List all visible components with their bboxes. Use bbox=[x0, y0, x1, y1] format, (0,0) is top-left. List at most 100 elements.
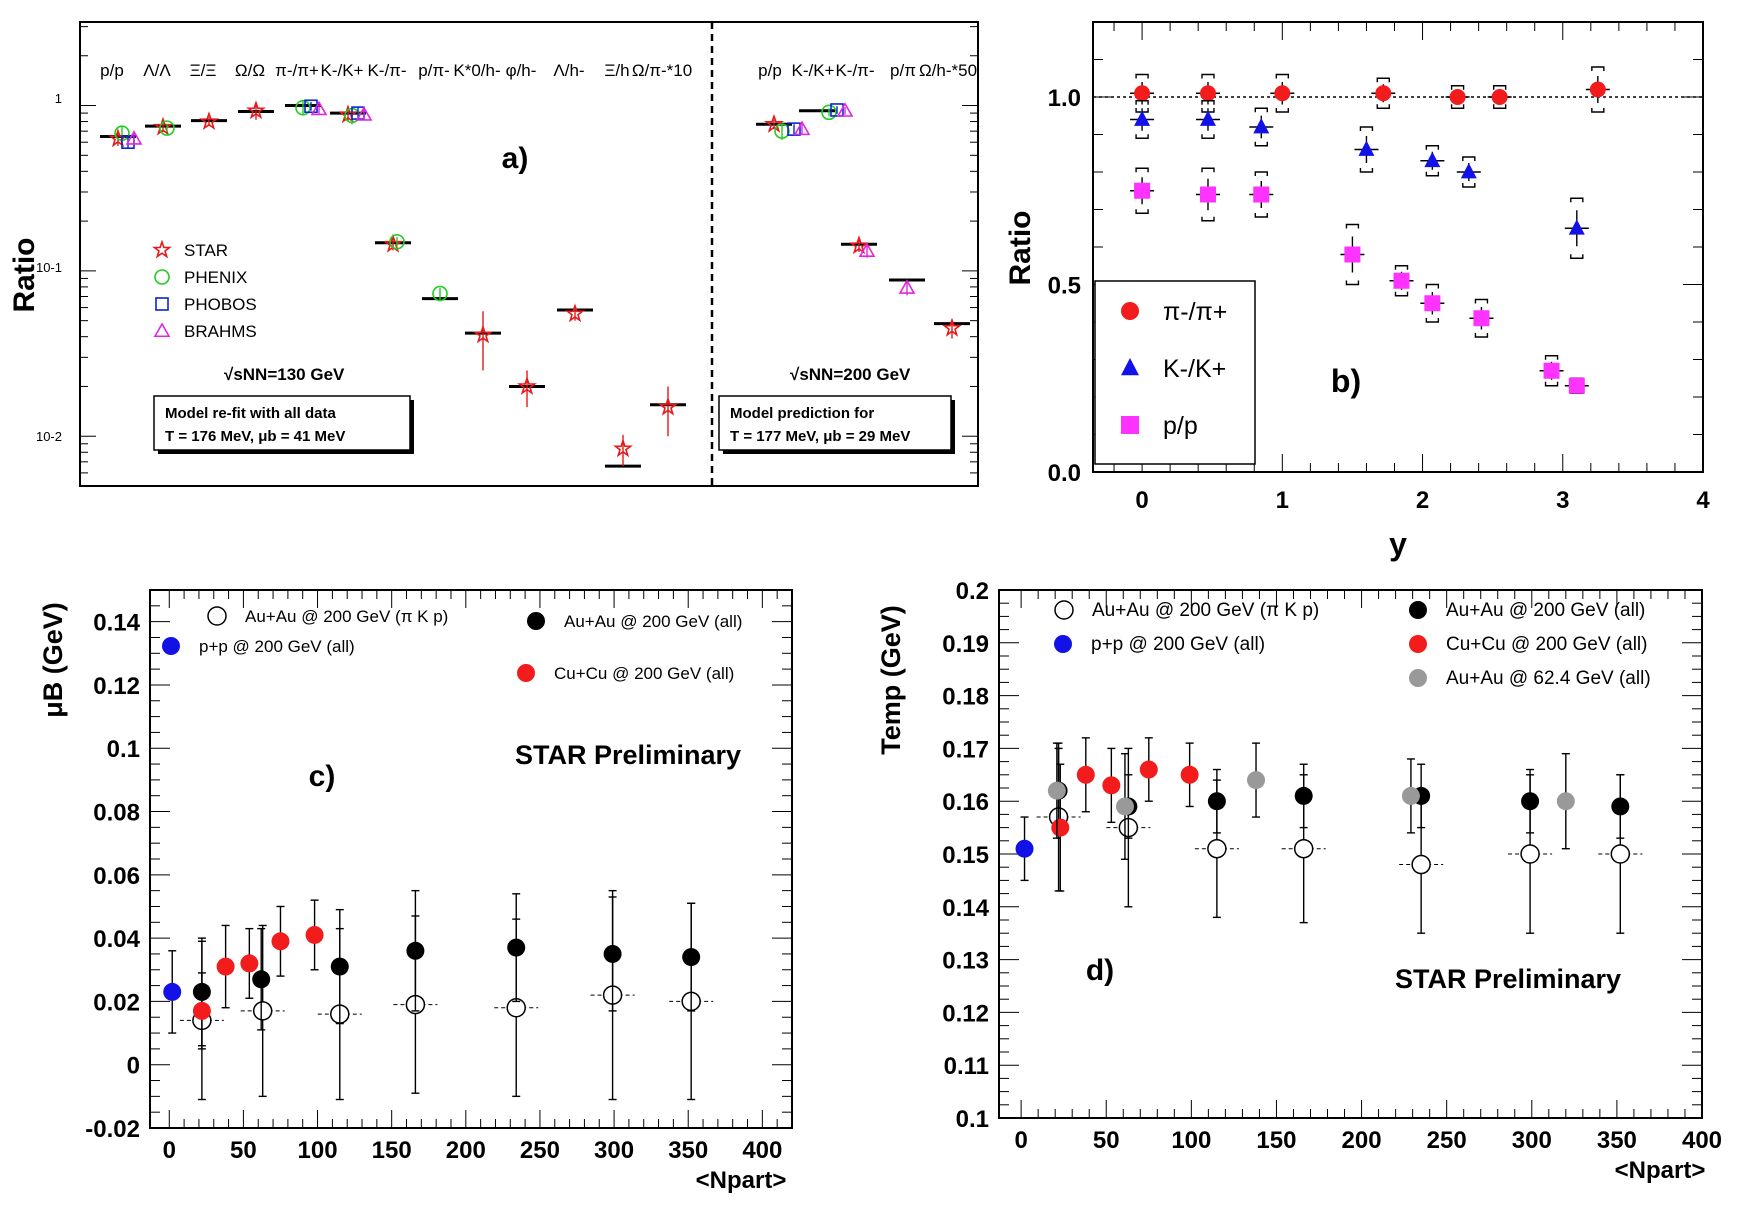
pd-legend-label-2: Au+Au @ 200 GeV (all) bbox=[1446, 600, 1645, 621]
pd-xtick-label-8: 400 bbox=[1682, 1127, 1722, 1154]
panel-d-ylabel: Temp (GeV) bbox=[876, 605, 906, 755]
panel-b-legend-marker-1 bbox=[1121, 358, 1139, 376]
pd-ytick-label-2: 0.12 bbox=[942, 1000, 989, 1027]
panel-a-point-3-6 bbox=[898, 279, 916, 294]
pc-point-3-1 bbox=[216, 957, 235, 976]
panel-b-point-1-4 bbox=[1424, 151, 1441, 168]
panel-b-syst-bottom-1-1 bbox=[1201, 134, 1215, 139]
panel-a-point-3-3 bbox=[793, 120, 811, 136]
panel-a-point-3-1 bbox=[310, 100, 328, 116]
panel-b-point-2-0 bbox=[1134, 182, 1151, 199]
pc-point-2-2 bbox=[330, 957, 349, 976]
pc-legend-marker-1 bbox=[162, 637, 180, 655]
panel-b-point-0-5 bbox=[1491, 89, 1508, 105]
pc-legend-marker-0 bbox=[207, 606, 227, 626]
panel-b-syst-bottom-2-2 bbox=[1254, 213, 1268, 218]
pd-point-4-0 bbox=[1047, 781, 1066, 800]
pc-ytick-label-6: 0.1 bbox=[107, 736, 140, 763]
panel-a-marks bbox=[80, 26, 978, 487]
panel-a-ytick-1: 1 bbox=[55, 91, 62, 106]
panel-b-syst-bottom-0-2 bbox=[1275, 108, 1290, 113]
panel-a-point-2-4 bbox=[830, 103, 844, 117]
pd-point-4-4 bbox=[1556, 792, 1575, 811]
pc-legend-label-3: Cu+Cu @ 200 GeV (all) bbox=[554, 664, 734, 683]
panel-a-point-1-1 bbox=[159, 120, 175, 136]
panel-a-frame bbox=[79, 21, 979, 487]
pd-point-0-5 bbox=[1520, 844, 1540, 864]
panel-b-syst-bottom-1-0 bbox=[1135, 134, 1149, 139]
panel-b-xtick-label-1: 1 bbox=[1276, 487, 1289, 514]
panel-a-label-130-12: Ω/π-*10 bbox=[632, 61, 692, 80]
panel-b-point-2-1 bbox=[1199, 186, 1216, 203]
panel-b-ytick-label-1: 0.5 bbox=[1048, 273, 1081, 300]
panel-b-syst-bottom-2-4 bbox=[1394, 291, 1409, 297]
panel-d: Temp (GeV) <Npart> d) STAR Preliminary 0… bbox=[876, 578, 1722, 1184]
panel-c: μB (GeV) <Npart> c) STAR Preliminary 0 50… bbox=[38, 589, 793, 1194]
pd-legend-marker-3 bbox=[1409, 635, 1427, 653]
panel-a-point-0-1 bbox=[153, 116, 173, 136]
pd-xtick-label-3: 150 bbox=[1256, 1127, 1296, 1154]
pd-legend-marker-0 bbox=[1054, 600, 1074, 620]
panel-b-point-0-4 bbox=[1449, 89, 1466, 105]
panel-d-watermark: STAR Preliminary bbox=[1395, 964, 1621, 994]
pd-legend-marker-4 bbox=[1409, 669, 1427, 687]
panel-a-label-130-5: K-/K+ bbox=[321, 61, 364, 80]
pc-point-1-0 bbox=[163, 982, 182, 1001]
panel-a-point-3-5 bbox=[858, 242, 876, 257]
panel-a-label-130-4: π-/π+ bbox=[275, 61, 319, 80]
pd-xtick-label-1: 50 bbox=[1093, 1127, 1120, 1154]
panel-b-syst-bottom-2-7 bbox=[1544, 381, 1559, 387]
panel-b-syst-top-0-2 bbox=[1275, 73, 1290, 79]
pd-point-4-3 bbox=[1401, 786, 1420, 805]
panel-b-syst-top-2-6 bbox=[1474, 298, 1489, 304]
panel-a-point-1-4 bbox=[389, 233, 405, 250]
panel-b-syst-top-0-3 bbox=[1376, 77, 1390, 83]
pd-xtick-label-6: 300 bbox=[1512, 1127, 1552, 1154]
panel-b-syst-bottom-1-5 bbox=[1462, 183, 1476, 188]
panel-a-label-130-6: K-/π- bbox=[367, 61, 406, 80]
panel-b-point-0-1 bbox=[1199, 85, 1216, 102]
pc-xtick-label-7: 350 bbox=[668, 1137, 708, 1164]
panel-b-syst-top-0-5 bbox=[1492, 85, 1507, 90]
panel-a-labels: p/p Λ/Λ Ξ/Ξ Ω/Ω π-/π+ K-/K+ K-/π-p/π- K*0/h-φ/h… bbox=[100, 61, 977, 80]
panel-b-point-1-3 bbox=[1358, 140, 1375, 156]
panel-b-syst-top-0-0 bbox=[1135, 73, 1149, 79]
pd-ytick-label-4: 0.14 bbox=[942, 895, 989, 922]
pc-ytick-label-0: -0.02 bbox=[85, 1116, 140, 1143]
panel-a-point-0-13 bbox=[942, 317, 962, 337]
panel-a-point-0-4 bbox=[338, 104, 358, 124]
panel-d-legend: Au+Au @ 200 GeV (π K p) p+p @ 200 GeV (al… bbox=[1054, 600, 1651, 689]
panel-a-label-130-10: Λ/h- bbox=[553, 61, 584, 80]
panel-b-syst-top-1-2 bbox=[1254, 107, 1268, 113]
panel-b-point-2-8 bbox=[1568, 377, 1585, 394]
pc-xtick-label-6: 300 bbox=[594, 1137, 634, 1164]
panel-b-point-2-5 bbox=[1424, 295, 1441, 312]
panel-b-xtick-label-2: 2 bbox=[1416, 487, 1429, 514]
panel-a-label-130-2: Ξ/Ξ bbox=[190, 61, 217, 80]
panel-b-title: b) bbox=[1331, 363, 1361, 399]
pd-legend-label-0: Au+Au @ 200 GeV (π K p) bbox=[1092, 600, 1319, 621]
panel-a-box-130 bbox=[153, 395, 411, 451]
panel-d-marks bbox=[1015, 737, 1643, 934]
panel-a-box-130-line1: Model re-fit with all data bbox=[165, 405, 337, 422]
pc-legend-label-2: Au+Au @ 200 GeV (all) bbox=[564, 612, 742, 631]
panel-a-label-130-0: p/p bbox=[100, 61, 124, 80]
panel-c-legend: Au+Au @ 200 GeV (π K p) p+p @ 200 GeV (al… bbox=[162, 606, 742, 683]
panel-b-syst-top-1-6 bbox=[1570, 197, 1584, 203]
panel-b-point-0-3 bbox=[1375, 85, 1392, 102]
panel-a-point-1-7 bbox=[821, 104, 837, 121]
pc-xtick-label-0: 0 bbox=[163, 1137, 176, 1164]
panel-a-point-0-11 bbox=[764, 113, 784, 133]
pd-point-0-6 bbox=[1610, 844, 1631, 864]
pd-point-2-6 bbox=[1611, 797, 1630, 816]
panel-b-ytick-label-0: 0.0 bbox=[1048, 460, 1081, 487]
pd-ytick-label-6: 0.16 bbox=[942, 789, 989, 816]
pd-ytick-label-1: 0.11 bbox=[944, 1053, 989, 1080]
panel-b-point-0-0 bbox=[1134, 85, 1151, 102]
pc-legend-label-0: Au+Au @ 200 GeV (π K p) bbox=[245, 607, 448, 626]
pd-ytick-label-0: 0.1 bbox=[956, 1106, 989, 1133]
panel-c-title: c) bbox=[309, 760, 336, 793]
panel-b-xtick-label-3: 3 bbox=[1556, 487, 1569, 514]
panel-a-point-0-8 bbox=[565, 303, 585, 323]
